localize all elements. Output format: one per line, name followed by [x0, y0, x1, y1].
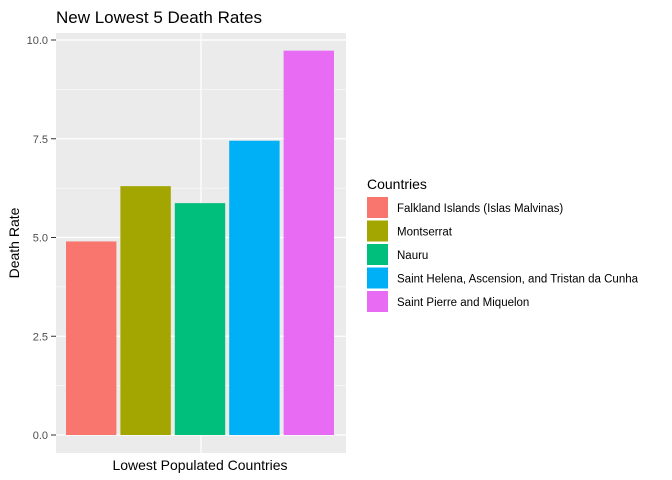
y-axis-title: Death Rate — [6, 207, 22, 278]
bar-4 — [229, 140, 280, 435]
legend-key-4 — [367, 267, 388, 289]
y-tick-label: 0.0 — [33, 430, 48, 442]
legend-key-1 — [367, 197, 388, 218]
y-tick-label: 10.0 — [27, 35, 48, 47]
bars — [66, 50, 334, 435]
chart-title: New Lowest 5 Death Rates — [56, 8, 262, 27]
legend-key-2 — [367, 220, 388, 242]
bar-2 — [120, 186, 171, 435]
bar-3 — [174, 203, 226, 435]
bar-5 — [283, 50, 334, 435]
legend-key-5 — [367, 291, 388, 312]
y-tick-label: 2.5 — [33, 331, 48, 343]
y-tick-label: 5.0 — [33, 233, 48, 245]
x-axis-title: Lowest Populated Countries — [112, 457, 287, 473]
legend-key-3 — [367, 244, 388, 265]
legend-label-3: Nauru — [397, 250, 428, 262]
y-axis: 0.0 2.5 5.0 7.5 10.0 — [27, 35, 56, 442]
y-tick-label: 7.5 — [33, 134, 48, 146]
legend-label-1: Falkland Islands (Islas Malvinas) — [397, 203, 563, 215]
legend-label-4: Saint Helena, Ascension, and Tristan da … — [397, 274, 639, 286]
legend-title: Countries — [367, 176, 427, 192]
legend: Countries Falkland Islands (Islas Malvin… — [367, 176, 639, 312]
bar-1 — [66, 241, 117, 435]
legend-label-5: Saint Pierre and Miquelon — [397, 297, 529, 309]
legend-label-2: Montserrat — [397, 227, 453, 239]
